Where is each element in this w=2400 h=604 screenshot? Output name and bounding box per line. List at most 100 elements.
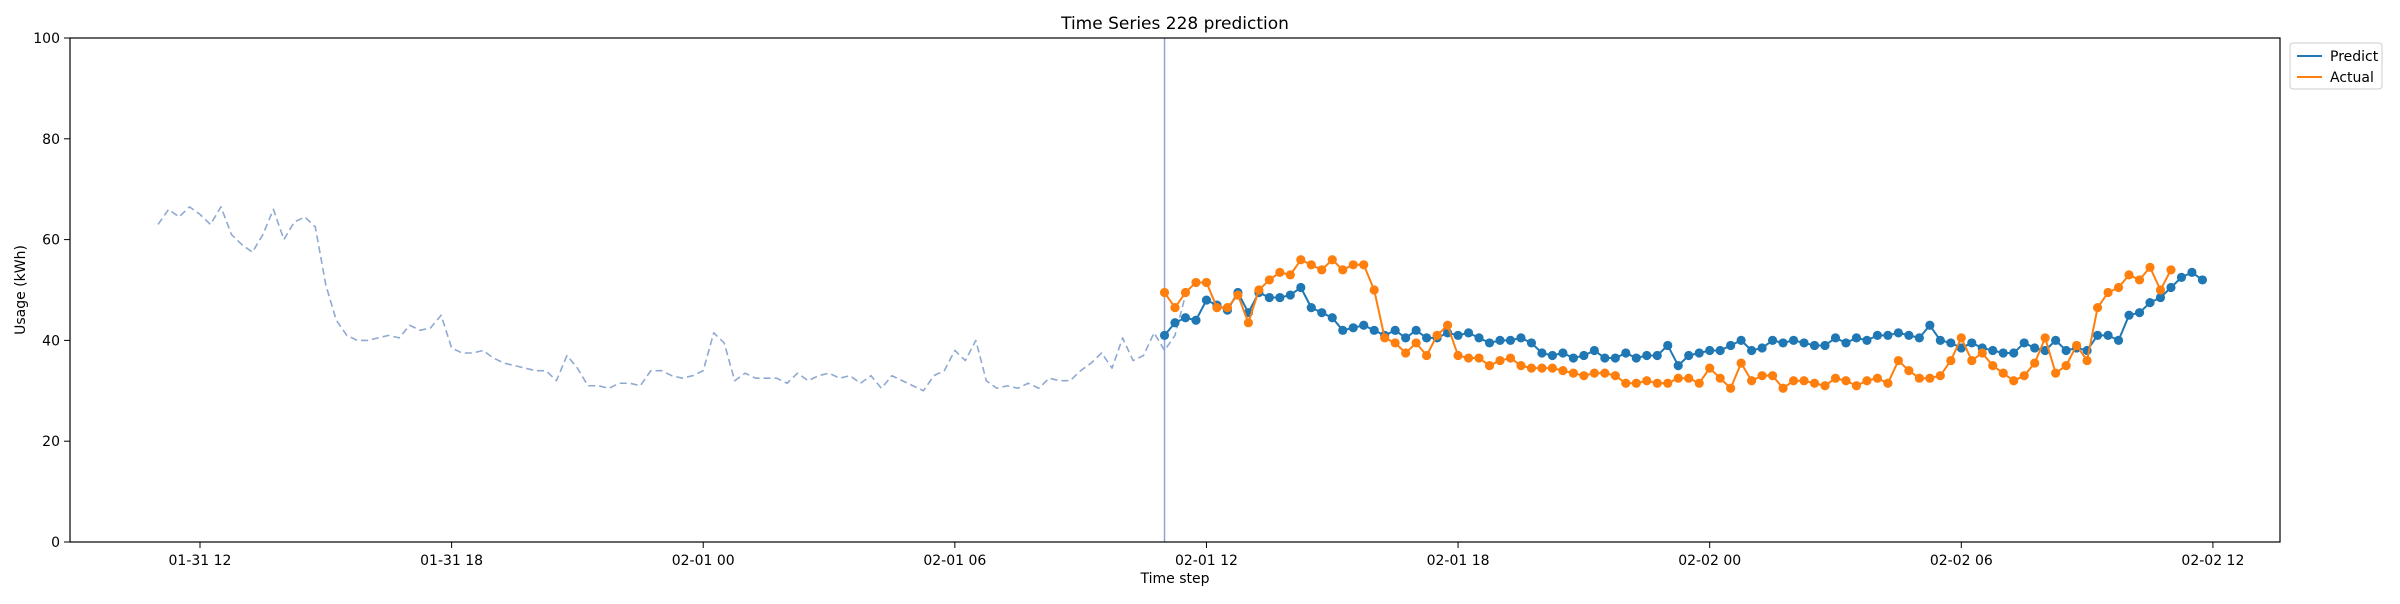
data-point-predict — [1851, 333, 1862, 343]
data-point-predict — [2145, 298, 2155, 308]
data-point-predict — [1841, 338, 1851, 348]
data-point-actual — [1463, 353, 1474, 363]
data-point-actual — [1925, 373, 1935, 383]
data-point-actual — [1904, 366, 1914, 376]
data-point-actual — [1191, 277, 1201, 288]
y-tick-label: 80 — [42, 132, 60, 148]
data-point-predict — [1809, 340, 1820, 351]
data-point-actual — [2030, 358, 2040, 368]
data-point-actual — [1600, 368, 1610, 378]
data-point-actual — [2061, 361, 2071, 371]
data-point-actual — [1610, 371, 1620, 381]
x-tick-label: 02-02 06 — [1930, 553, 1993, 569]
data-point-predict — [1484, 338, 1495, 348]
data-point-predict — [1967, 338, 1977, 348]
data-point-actual — [1883, 378, 1893, 388]
data-point-actual — [1212, 303, 1222, 313]
data-point-predict — [1621, 348, 1631, 358]
y-tick-label: 40 — [42, 333, 60, 349]
data-point-actual — [1621, 378, 1631, 388]
data-point-actual — [1296, 255, 1306, 265]
data-point-predict — [1610, 353, 1620, 363]
series-line-predict — [1163, 271, 2204, 367]
data-point-actual — [1705, 363, 1715, 373]
data-point-predict — [2197, 275, 2208, 285]
data-point-predict — [1747, 345, 1757, 356]
y-tick-label: 20 — [42, 434, 60, 450]
data-point-predict — [1505, 335, 1516, 345]
data-point-predict — [1663, 340, 1673, 351]
data-point-predict — [1715, 345, 1725, 356]
data-point-actual — [2092, 303, 2103, 313]
data-point-actual — [1977, 348, 1987, 358]
data-point-actual — [1359, 260, 1369, 270]
y-tick-label: 100 — [33, 31, 60, 47]
data-point-actual — [1264, 275, 1274, 285]
data-point-actual — [1243, 318, 1253, 328]
data-point-predict — [1568, 353, 1578, 363]
data-point-actual — [1537, 363, 1547, 373]
data-point-predict — [1516, 333, 1526, 343]
y-tick-label: 0 — [51, 535, 60, 551]
data-point-predict — [1694, 348, 1704, 358]
data-point-predict — [1872, 330, 1883, 340]
data-point-actual — [2166, 265, 2176, 275]
data-point-predict — [1820, 340, 1830, 351]
x-tick-label: 02-02 12 — [2181, 553, 2244, 569]
data-point-predict — [2176, 272, 2187, 282]
x-tick-label: 02-01 18 — [1427, 553, 1490, 569]
data-point-actual — [1830, 373, 1841, 383]
data-point-predict — [1296, 282, 1306, 293]
legend-label-predict: Predict — [2330, 49, 2379, 65]
data-point-predict — [1495, 335, 1505, 345]
data-point-predict — [1736, 335, 1746, 345]
data-point-actual — [1684, 373, 1694, 383]
data-point-actual — [1505, 353, 1516, 363]
data-point-predict — [1652, 350, 1662, 361]
data-point-predict — [1159, 330, 1170, 340]
x-tick-label: 02-01 12 — [1175, 553, 1238, 569]
data-point-actual — [1547, 363, 1558, 373]
data-point-actual — [1411, 338, 1421, 348]
data-point-predict — [1862, 335, 1872, 345]
data-point-predict — [1893, 328, 1903, 338]
data-point-actual — [1788, 376, 1799, 386]
data-point-predict — [1956, 343, 1966, 353]
data-point-predict — [1180, 313, 1191, 323]
data-point-actual — [1254, 285, 1264, 295]
x-tick-label: 02-01 00 — [672, 553, 735, 569]
plot-area — [157, 38, 2208, 542]
data-point-predict — [1642, 350, 1652, 361]
data-point-actual — [1851, 381, 1862, 391]
data-point-predict — [1201, 295, 1212, 305]
data-point-predict — [1579, 350, 1589, 361]
data-point-actual — [1442, 320, 1453, 330]
data-point-predict — [1767, 335, 1778, 345]
data-point-actual — [2103, 287, 2113, 298]
data-point-predict — [1558, 348, 1568, 358]
data-point-actual — [1558, 366, 1568, 376]
data-point-predict — [1799, 338, 1809, 348]
data-point-actual — [1526, 363, 1537, 373]
data-point-predict — [1264, 292, 1274, 303]
data-point-actual — [1484, 361, 1495, 371]
data-point-predict — [1883, 330, 1893, 340]
data-point-predict — [2113, 335, 2124, 345]
data-point-predict — [1317, 308, 1327, 318]
data-point-predict — [1925, 320, 1935, 330]
data-point-predict — [2061, 345, 2071, 356]
data-point-actual — [1180, 287, 1191, 298]
data-point-predict — [1788, 335, 1799, 345]
data-point-predict — [1191, 315, 1201, 325]
x-tick-label: 02-01 06 — [923, 553, 986, 569]
data-point-actual — [1369, 285, 1379, 295]
x-tick-label: 01-31 12 — [169, 553, 232, 569]
data-point-actual — [1956, 333, 1966, 343]
data-point-actual — [1422, 350, 1432, 361]
data-point-predict — [2124, 310, 2134, 320]
data-point-actual — [1872, 373, 1883, 383]
data-point-actual — [1327, 255, 1337, 265]
data-point-actual — [1390, 338, 1400, 348]
data-point-predict — [1306, 303, 1316, 313]
